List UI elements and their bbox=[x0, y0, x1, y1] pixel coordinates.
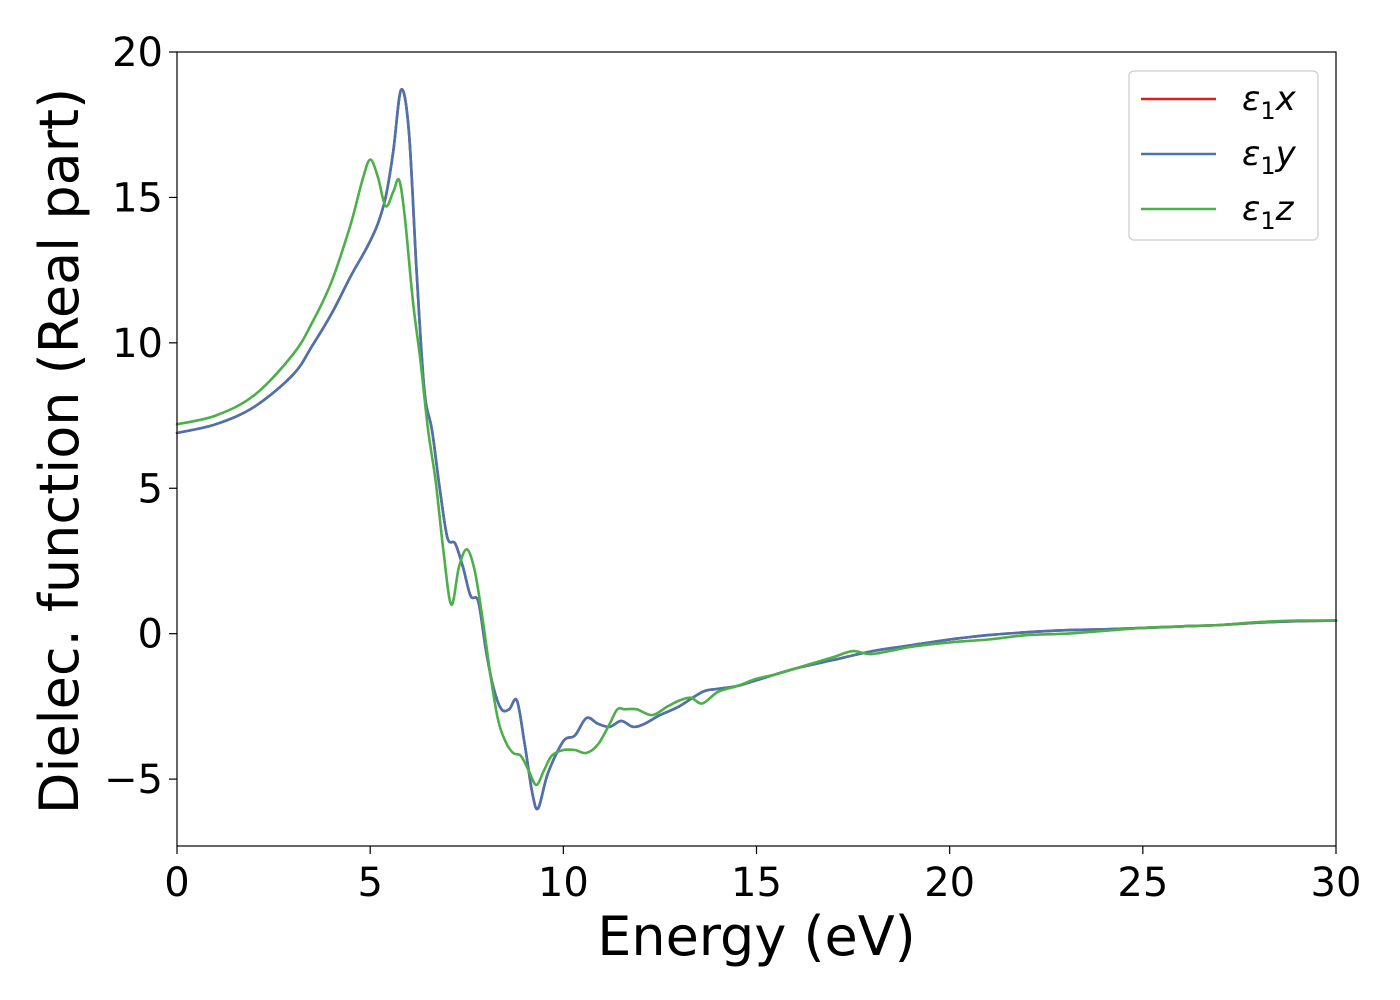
y-ticks: −5 0 5 10 15 20 bbox=[104, 30, 177, 803]
legend-label-y: ε1y bbox=[1242, 134, 1297, 180]
series-line-z bbox=[175, 158, 1338, 787]
y-tick-label: 20 bbox=[112, 30, 163, 76]
series-line-y bbox=[175, 88, 1338, 811]
y-tick-label: 5 bbox=[138, 466, 163, 512]
x-tick-label: 25 bbox=[1117, 860, 1168, 906]
legend-label-z: ε1z bbox=[1242, 189, 1295, 235]
x-tick-label: 5 bbox=[357, 860, 382, 906]
y-tick-label: 10 bbox=[112, 321, 163, 367]
x-tick-label: 0 bbox=[164, 860, 189, 906]
y-tick-label: −5 bbox=[104, 757, 163, 803]
legend: ε1x ε1y ε1z bbox=[1128, 70, 1319, 241]
x-axis-label: Energy (eV) bbox=[597, 905, 916, 968]
y-tick-label: 0 bbox=[138, 612, 163, 658]
y-axis-label: Dielec. function (Real part) bbox=[28, 88, 91, 814]
y-tick-label: 15 bbox=[112, 175, 163, 221]
legend-box bbox=[1128, 70, 1319, 241]
series-lines bbox=[175, 88, 1338, 811]
x-ticks: 0 5 10 15 20 25 30 bbox=[164, 846, 1361, 906]
x-tick-label: 30 bbox=[1311, 860, 1362, 906]
x-tick-label: 10 bbox=[538, 860, 589, 906]
x-tick-label: 20 bbox=[924, 860, 975, 906]
legend-label-x: ε1x bbox=[1242, 79, 1297, 125]
x-tick-label: 15 bbox=[731, 860, 782, 906]
